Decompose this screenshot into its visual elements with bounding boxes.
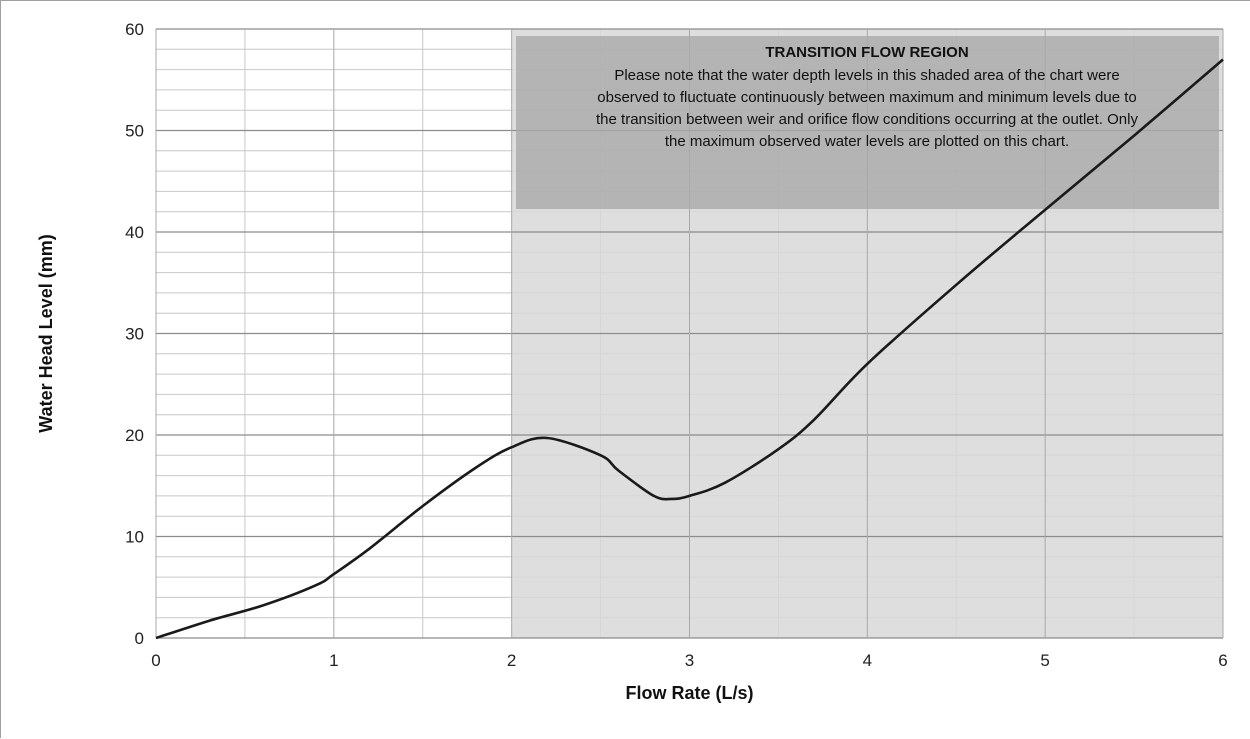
transition-note-line-3: the transition between weir and orifice … bbox=[596, 111, 1138, 128]
x-tick-label: 5 bbox=[1040, 651, 1049, 670]
transition-note-line-4: the maximum observed water levels are pl… bbox=[665, 133, 1069, 150]
y-tick-label: 30 bbox=[125, 325, 144, 344]
x-tick-label: 1 bbox=[329, 651, 338, 670]
y-axis-title: Water Head Level (mm) bbox=[36, 234, 56, 432]
y-tick-label: 10 bbox=[125, 528, 144, 547]
y-axis-ticks: 0 10 20 30 40 50 60 bbox=[125, 20, 144, 648]
x-axis-ticks: 0 1 2 3 4 5 6 bbox=[151, 651, 1227, 670]
y-tick-label: 60 bbox=[125, 20, 144, 39]
x-tick-label: 3 bbox=[685, 651, 694, 670]
x-tick-label: 4 bbox=[863, 651, 872, 670]
transition-note-line-1: Please note that the water depth levels … bbox=[614, 67, 1119, 84]
transition-note-line-2: observed to fluctuate continuously betwe… bbox=[597, 89, 1136, 106]
x-axis-title: Flow Rate (L/s) bbox=[625, 683, 753, 703]
y-tick-label: 0 bbox=[135, 629, 144, 648]
series-line bbox=[155, 58, 1224, 640]
y-tick-label: 20 bbox=[125, 426, 144, 445]
x-tick-label: 2 bbox=[507, 651, 516, 670]
y-tick-label: 40 bbox=[125, 223, 144, 242]
x-tick-label: 0 bbox=[151, 651, 160, 670]
transition-note-box bbox=[516, 36, 1219, 209]
y-tick-label: 50 bbox=[125, 122, 144, 141]
x-tick-label: 6 bbox=[1218, 651, 1227, 670]
transition-region-title: TRANSITION FLOW REGION bbox=[765, 44, 968, 61]
